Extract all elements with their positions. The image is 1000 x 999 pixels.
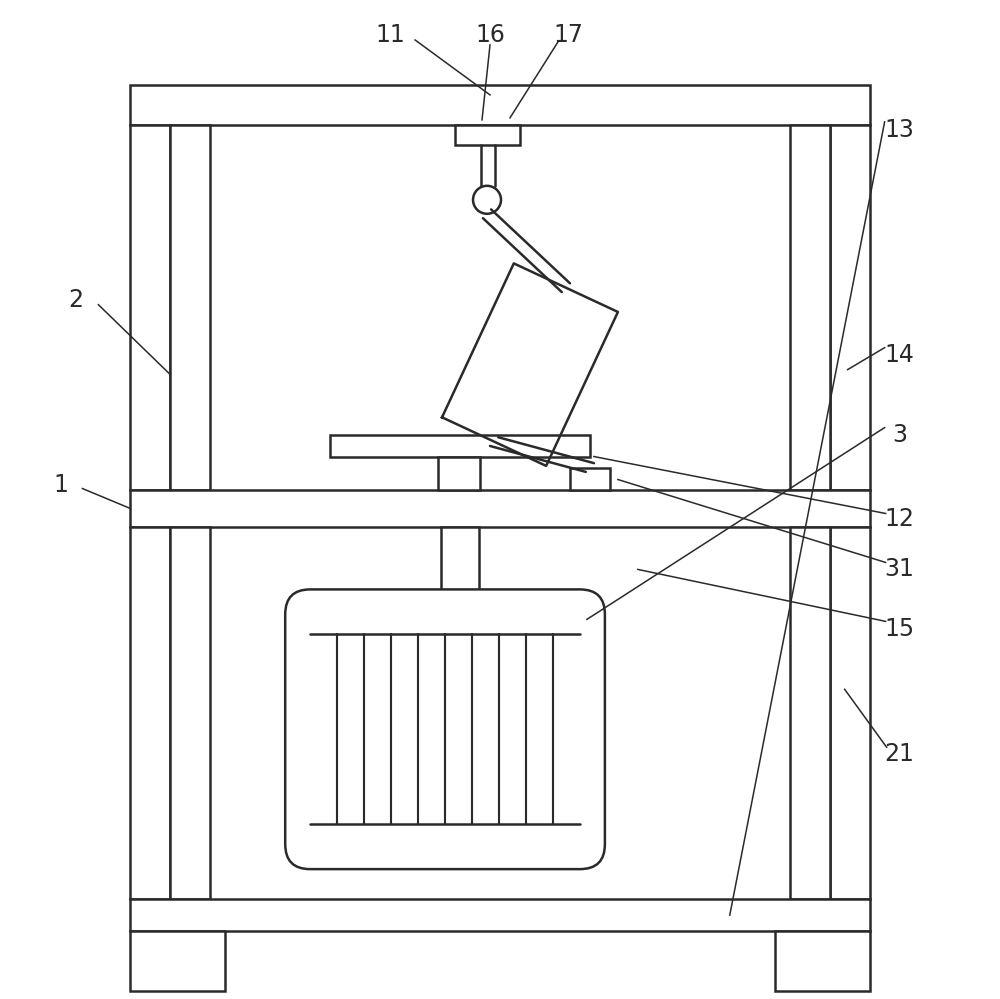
- Text: 14: 14: [885, 343, 915, 367]
- Bar: [790, 527, 830, 899]
- Bar: [455, 125, 520, 145]
- Text: 3: 3: [892, 423, 907, 447]
- Bar: [570, 468, 610, 490]
- Bar: [170, 125, 210, 490]
- Bar: [130, 527, 170, 899]
- Bar: [130, 899, 870, 931]
- Text: 31: 31: [885, 557, 915, 581]
- Text: 17: 17: [553, 23, 583, 47]
- Text: 16: 16: [475, 23, 505, 47]
- Text: 1: 1: [53, 473, 68, 497]
- Bar: [130, 125, 170, 490]
- Text: 21: 21: [885, 742, 915, 766]
- Bar: [130, 85, 870, 125]
- Bar: [130, 931, 225, 991]
- Bar: [775, 931, 870, 991]
- Text: 2: 2: [68, 288, 83, 312]
- Bar: [330, 435, 590, 457]
- Bar: [130, 490, 870, 527]
- Bar: [830, 527, 870, 899]
- Bar: [170, 527, 210, 899]
- Text: 13: 13: [885, 118, 915, 142]
- Text: 11: 11: [375, 23, 405, 47]
- Bar: [790, 125, 830, 490]
- Text: 12: 12: [885, 507, 915, 531]
- Bar: [441, 527, 479, 609]
- Bar: [438, 457, 480, 490]
- Bar: [830, 125, 870, 490]
- Text: 15: 15: [885, 617, 915, 641]
- FancyBboxPatch shape: [285, 589, 605, 869]
